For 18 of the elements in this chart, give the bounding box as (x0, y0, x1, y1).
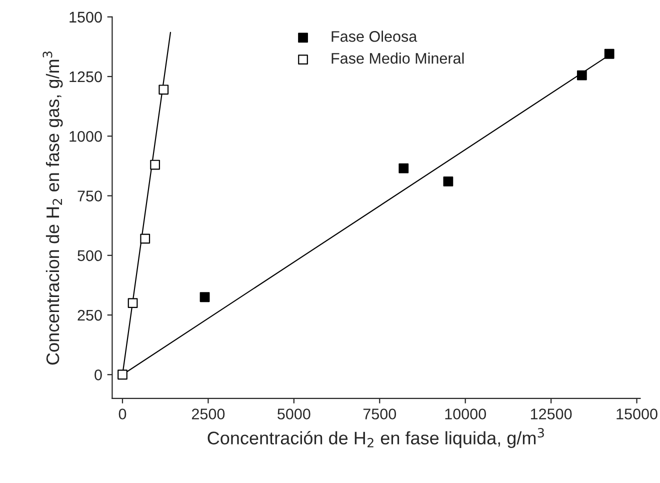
y-tick-label: 1500 (70, 12, 102, 23)
y-axis-title: Concentracion de H$_{2}$ en fase gas, g/m$^{3}$ (42, 52, 63, 365)
x-tick-label: 10000 (445, 408, 486, 420)
y-tick-label: 500 (78, 250, 102, 262)
x-tick-label: 7500 (363, 408, 396, 420)
y-tick-label: 1250 (70, 71, 102, 82)
x-tick-label: 12500 (530, 408, 572, 420)
x-axis-title: Concentración de H$_{2}$ en fase liquida, g/m$^{3}$ (208, 428, 544, 448)
x-tick-label: 5000 (278, 408, 310, 420)
x-tick-label: 0 (118, 408, 126, 420)
legend-label: Fase Medio Mineral (332, 52, 464, 64)
x-tick-label: 15000 (616, 408, 658, 420)
y-tick-label: 1000 (70, 131, 102, 142)
y-tick-label: 750 (78, 190, 102, 202)
x-tick-label: 2500 (192, 408, 225, 420)
y-tick-label: 250 (78, 310, 102, 321)
y-tick-label: 0 (94, 369, 102, 380)
legend-label: Fase Oleosa (332, 30, 418, 42)
